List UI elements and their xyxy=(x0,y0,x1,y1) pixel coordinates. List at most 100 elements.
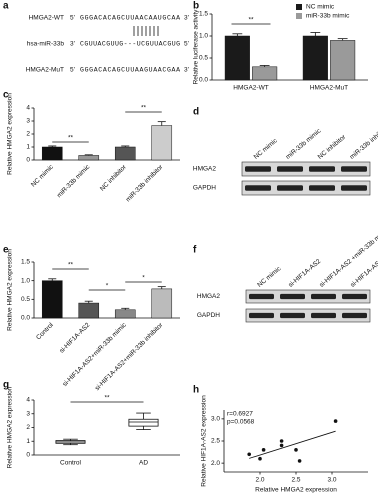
y-tick-label: 4 xyxy=(26,397,30,404)
seq-name: HMGA2-WT xyxy=(29,15,64,22)
x-tick-label: 2.0 xyxy=(255,477,264,484)
lane-label: si-HIF1A-AS2 +miR-33b mimic xyxy=(318,226,378,289)
trend-line xyxy=(249,430,336,459)
y-axis-label: Relative HMGA2 expression xyxy=(7,93,14,175)
sequence: GGGACACAGCUUAACAAUGCAA xyxy=(80,15,180,22)
panel-letter: a xyxy=(3,1,9,12)
y-tick-label: 1 xyxy=(26,438,30,445)
lane-label: NC mimic xyxy=(253,137,280,161)
blot-band xyxy=(311,293,336,300)
y-tick-label: 1.0 xyxy=(21,277,30,284)
x-tick-label: HMGA2-MuT xyxy=(310,85,348,92)
row-label: HMGA2 xyxy=(197,293,221,300)
bar xyxy=(78,155,100,161)
y-tick-label: 3 xyxy=(26,410,30,417)
panel-letter: c xyxy=(3,90,9,101)
legend-swatch xyxy=(296,4,302,10)
blot-band xyxy=(245,166,271,172)
y-tick-label: 4 xyxy=(26,105,30,112)
x-tick-label: Control xyxy=(60,460,82,467)
x-tick-label: miR-33b inhibitor xyxy=(125,163,165,203)
seq-name: HMGA2-MuT xyxy=(26,67,64,74)
sequence: CGUUACGUUG---UCGUUACGUG xyxy=(80,41,180,48)
blot-band xyxy=(280,312,305,319)
y-tick-label: 3 xyxy=(26,118,30,125)
panel-letter: b xyxy=(193,1,199,12)
significance-label: * xyxy=(142,275,145,282)
y-tick-label: 1 xyxy=(26,144,30,151)
bar xyxy=(41,146,63,161)
x-tick-label: HMGA2-WT xyxy=(233,85,268,92)
significance-label: ** xyxy=(248,17,254,24)
blot-band xyxy=(341,166,367,172)
significance-label: ** xyxy=(68,135,74,142)
blot-band xyxy=(311,312,336,319)
pairing-bars xyxy=(133,26,159,36)
significance-label: ** xyxy=(104,395,110,402)
lane-label: si-HIF1A-AS2 xyxy=(287,258,322,289)
blot-strip xyxy=(241,161,371,177)
blot-band xyxy=(342,312,367,319)
lane-label: miR-33b inhibitor xyxy=(349,123,378,160)
panel-letter: d xyxy=(193,107,199,118)
blot-strip xyxy=(245,308,371,323)
bar xyxy=(151,288,173,319)
y-tick-label: 3.0 xyxy=(211,416,220,423)
blot-band xyxy=(341,185,367,191)
point xyxy=(294,448,298,452)
bar xyxy=(151,125,173,161)
x-tick-label: si-HIF1A-AS2+miR-33b mimic xyxy=(61,321,128,388)
blot-band xyxy=(277,185,303,191)
seq-end: 3' xyxy=(70,41,75,48)
bar xyxy=(224,35,250,81)
point xyxy=(247,452,251,457)
y-tick-label: 0 xyxy=(26,452,30,459)
x-tick-label: miR-33b mimic xyxy=(56,163,92,199)
bar xyxy=(330,40,356,81)
seq-end: 5' xyxy=(70,15,75,22)
x-tick-label: 2.5 xyxy=(291,477,300,484)
row-label: HMGA2 xyxy=(193,166,217,173)
blot-band xyxy=(249,293,274,300)
blot-band xyxy=(342,293,367,300)
blot-strip xyxy=(245,289,371,304)
y-axis-label: Relative HMGA2 expression xyxy=(7,386,14,468)
blot-band xyxy=(280,293,305,300)
blot-band xyxy=(309,185,335,191)
panel-letter: f xyxy=(193,245,197,256)
lane-label: NC inhibitor xyxy=(317,133,348,161)
y-axis-label: Relative HIF1A-AS2 expression xyxy=(201,395,208,487)
point xyxy=(279,443,284,448)
legend-label: miR-33b mimic xyxy=(306,13,350,20)
stat-label: r=0.6927 xyxy=(227,411,253,418)
y-tick-label: 1.0 xyxy=(199,33,208,40)
point xyxy=(333,419,338,423)
point xyxy=(261,448,266,452)
y-tick-label: 1.5 xyxy=(199,11,208,18)
point xyxy=(258,456,262,461)
y-axis-label: Relative HMGA2 expression xyxy=(7,249,14,331)
legend-label: NC mimic xyxy=(306,4,335,11)
y-tick-label: 1.5 xyxy=(21,259,30,266)
seq-end: 3' xyxy=(184,67,189,74)
x-tick-label: NC mimic xyxy=(30,163,55,188)
y-tick-label: 0.0 xyxy=(21,315,30,322)
y-tick-label: 0.5 xyxy=(199,55,208,62)
legend-swatch xyxy=(296,13,302,19)
y-tick-label: 0 xyxy=(26,157,30,164)
lane-label: NC mimic xyxy=(256,265,283,289)
bar xyxy=(114,146,136,161)
y-tick-label: 2 xyxy=(26,131,30,138)
bar xyxy=(114,309,136,319)
panel-letter: h xyxy=(193,385,199,396)
x-tick-label: si-HIF1A-AS2 xyxy=(58,321,91,354)
seq-end: 5' xyxy=(184,41,189,48)
blot-band xyxy=(277,166,303,172)
panel-letter: g xyxy=(3,380,9,391)
stat-label: p=0.0568 xyxy=(227,419,255,426)
x-axis-label: Relative HMGA2 expression xyxy=(255,487,337,494)
significance-label: ** xyxy=(68,262,74,269)
y-tick-label: 0.0 xyxy=(199,77,208,84)
point xyxy=(279,439,284,443)
